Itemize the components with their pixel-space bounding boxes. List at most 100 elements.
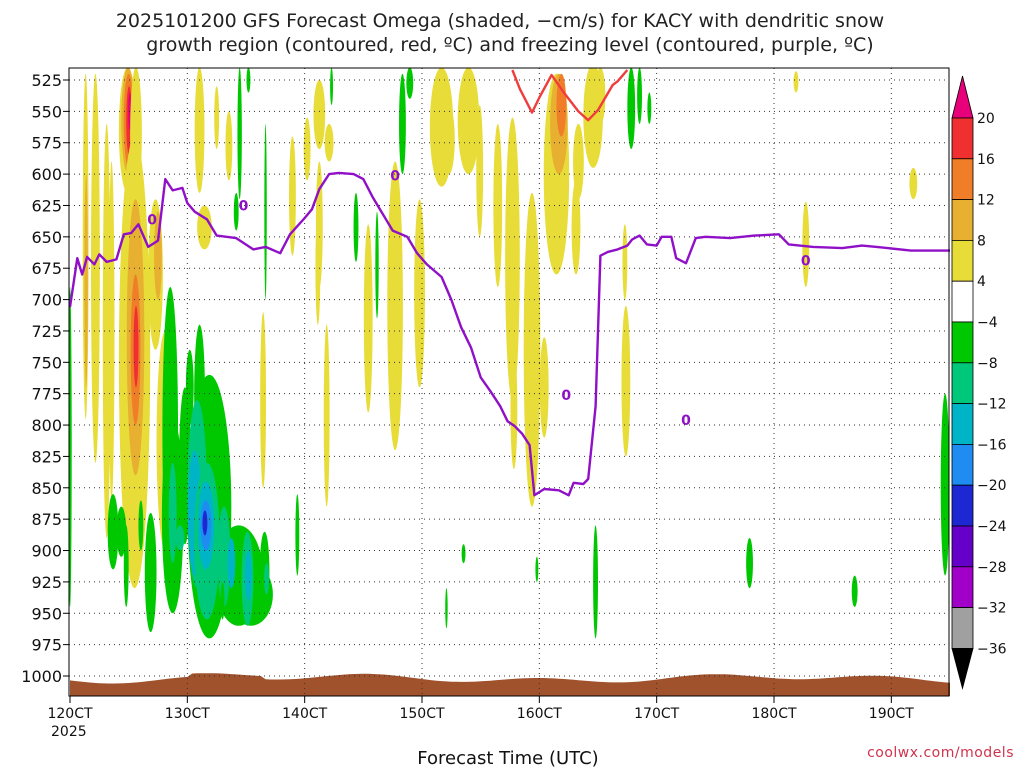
omega-cell	[571, 180, 581, 275]
colorbar-swatch	[951, 484, 974, 527]
omega-cell	[595, 68, 606, 124]
omega-cell	[69, 287, 72, 607]
omega-cell	[940, 393, 949, 576]
y-tick-label: 1000	[21, 667, 62, 686]
omega-cell	[233, 192, 239, 231]
plot-frame	[68, 67, 950, 697]
omega-cell	[493, 123, 503, 288]
x-axis: 120CT 130CT 140CT 150CT 160CT 170CT 180CT 190CT	[47, 696, 914, 722]
omega-cell	[217, 506, 231, 607]
omega-cell	[443, 105, 455, 175]
colorbar-swatch	[951, 280, 974, 323]
y-tick-label: 875	[31, 510, 62, 529]
omega-cell	[116, 506, 127, 557]
x-tick-label: 180CT	[751, 706, 796, 722]
omega-cell	[909, 167, 918, 200]
y-tick-label: 725	[31, 322, 62, 341]
terrain-band	[70, 673, 950, 696]
y-axis: 525 550 575 600 625 650 675 700 725 750 775 800 825 8…	[21, 71, 69, 686]
omega-cell	[144, 512, 157, 633]
omega-cell	[556, 73, 567, 137]
omega-cell	[133, 305, 139, 388]
chart-title-line1: 2025101200 GFS Forecast Omega (shaded, −…	[116, 10, 884, 32]
y-tick-label: 800	[31, 416, 62, 435]
omega-cell	[461, 544, 466, 564]
grid-lines	[69, 68, 949, 696]
omega-cell	[414, 199, 425, 388]
colorbar-label: −20	[977, 478, 1007, 494]
omega-cell	[539, 337, 549, 438]
y-tick-label: 950	[31, 604, 62, 623]
colorbar-swatch	[951, 362, 974, 404]
omega-cell	[264, 123, 267, 300]
chart-title-line2: growth region (contoured, red, ºC) and f…	[146, 34, 873, 56]
omega-cell	[323, 324, 330, 507]
y-tick-label: 700	[31, 291, 62, 310]
omega-cell	[399, 73, 406, 175]
omega-cell	[84, 174, 88, 388]
y-tick-label: 975	[31, 636, 62, 655]
y-tick-label: 750	[31, 353, 62, 372]
y-tick-label: 550	[31, 102, 62, 121]
omega-cell	[108, 161, 115, 501]
colorbar-label: −32	[977, 601, 1007, 617]
omega-cell	[225, 111, 233, 181]
omega-cell	[476, 105, 484, 237]
y-tick-label: 650	[31, 228, 62, 247]
omega-cell	[573, 123, 584, 200]
freezing-level-label: 0	[561, 388, 571, 404]
contour-lines: 0 0 0 0 0 0	[68, 69, 950, 497]
omega-cell	[375, 211, 379, 319]
y-tick-label: 775	[31, 385, 62, 404]
omega-cell	[168, 462, 177, 564]
colorbar-label: −24	[977, 519, 1007, 535]
x-tick-label: 170CT	[634, 706, 679, 722]
y-tick-label: 625	[31, 196, 62, 215]
omega-cell	[510, 349, 518, 469]
omega-cell	[746, 537, 753, 589]
omega-cell	[387, 161, 403, 451]
omega-cell	[202, 510, 208, 536]
colorbar-swatch	[951, 321, 974, 364]
x-tick-label: 120CT	[47, 706, 92, 722]
colorbar-bottom-arrow	[951, 648, 974, 690]
y-tick-label: 925	[31, 573, 62, 592]
y-tick-label: 825	[31, 447, 62, 466]
freezing-level-label: 0	[147, 212, 157, 228]
y-tick-label: 850	[31, 479, 62, 498]
omega-cell	[260, 312, 267, 488]
omega-cell	[363, 224, 373, 413]
colorbar-label: 4	[977, 274, 986, 290]
omega-cell	[175, 525, 185, 551]
colorbar-swatch	[951, 199, 974, 241]
omega-cell	[237, 68, 242, 200]
omega-cell	[445, 588, 448, 629]
omega-cell	[621, 305, 631, 457]
colorbar-label: −4	[977, 315, 998, 331]
dendritic-growth-contour	[511, 69, 629, 122]
omega-cell	[535, 556, 539, 582]
freezing-level-label: 0	[390, 168, 400, 184]
omega-cell	[91, 73, 100, 463]
x-tick-label: 150CT	[399, 706, 444, 722]
y-tick-label: 600	[31, 165, 62, 184]
colorbar-swatch	[951, 607, 974, 649]
colorbar-label: −16	[977, 437, 1007, 453]
omega-cell	[123, 525, 129, 607]
x-tick-label: 160CT	[517, 706, 562, 722]
y-tick-label: 900	[31, 542, 62, 561]
omega-cell	[289, 136, 296, 256]
colorbar: 20 16 12 8 4 −4 −8 −12 −16 −20 −24 −28 −32 −36	[951, 75, 1007, 690]
omega-cell	[315, 211, 321, 325]
omega-cell	[107, 494, 119, 570]
x-axis-year-label: 2025	[51, 724, 87, 740]
omega-cell	[627, 68, 636, 149]
freezing-level-label: 0	[681, 413, 691, 429]
omega-cell	[406, 68, 414, 99]
omega-cell	[637, 68, 642, 124]
y-tick-label: 525	[31, 71, 62, 90]
colorbar-top-arrow	[951, 75, 974, 119]
colorbar-swatch	[951, 566, 974, 608]
omega-cell	[194, 68, 205, 193]
omega-cell	[102, 123, 111, 538]
